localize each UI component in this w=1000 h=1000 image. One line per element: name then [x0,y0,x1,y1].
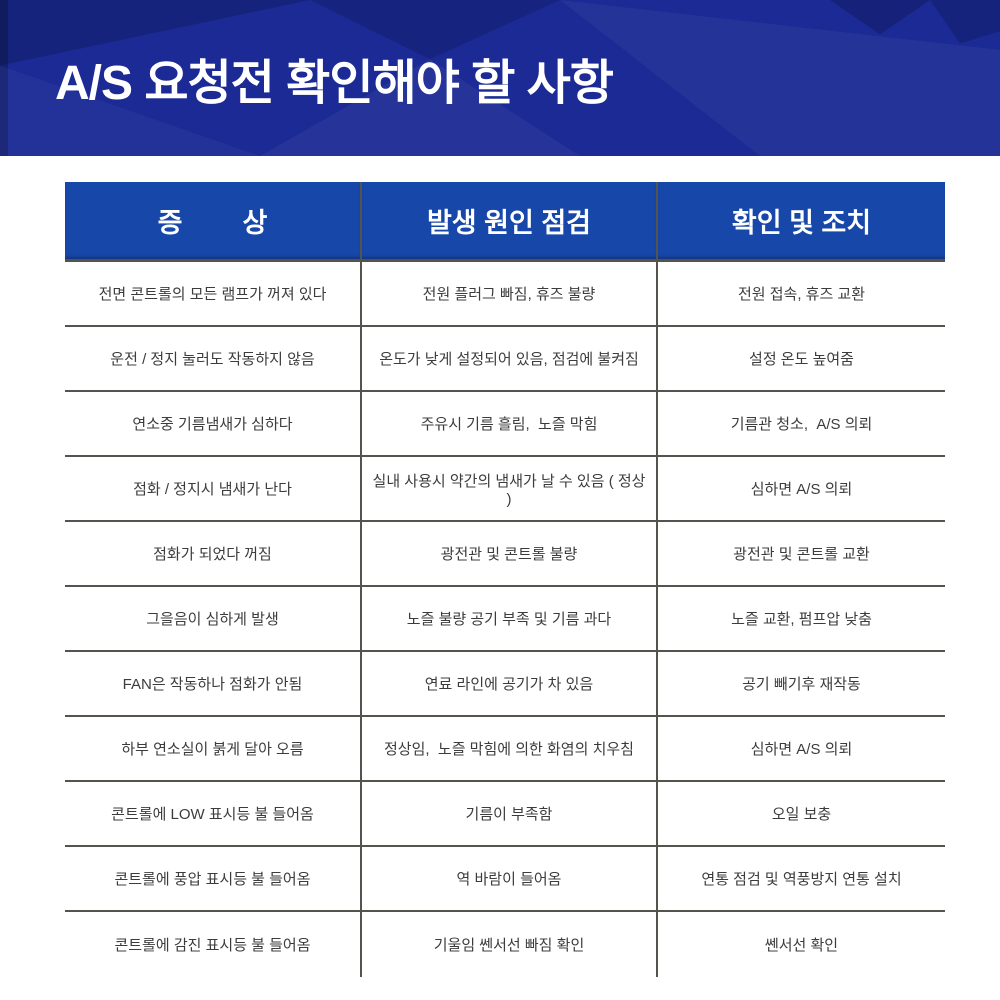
symptom-cell: 전면 콘트롤의 모든 램프가 꺼져 있다 [98,286,327,303]
cause-check-cell: 기름이 부족함 [360,782,658,845]
table-row: 콘트롤에 LOW 표시등 불 들어옴 기름이 부족함 오일 보충 [65,782,945,847]
table-row: 그을음이 심하게 발생 노즐 불량 공기 부족 및 기름 과다 노즐 교환, 펌… [65,587,945,652]
confirm-action-cell: 심하면 A/S 의뢰 [750,741,853,758]
cause-check-cell: 기울임 쎈서선 빠짐 확인 [360,912,658,977]
confirm-action-cell: 연통 점검 및 역풍방지 연통 설치 [701,871,902,888]
confirm-action-cell: 심하면 A/S 의뢰 [750,481,853,498]
table-row: 콘트롤에 풍압 표시등 불 들어옴 역 바람이 들어옴 연통 점검 및 역풍방지… [65,847,945,912]
cause-check-cell: 역 바람이 들어옴 [360,847,658,910]
banner-pattern-edge-strip [0,0,8,156]
symptom-cell: 연소중 기름냄새가 심하다 [132,416,293,433]
symptom-cell: 콘트롤에 LOW 표시등 불 들어옴 [111,806,314,823]
confirm-action-cell: 광전관 및 콘트롤 교환 [733,546,870,563]
confirm-action-cell: 오일 보충 [771,806,832,823]
column-header-cause-check: 발생 원인 점검 [360,182,658,259]
cause-check-cell: 정상임, 노즐 막힘에 의한 화염의 치우침 [360,717,658,780]
confirm-action-cell: 쎈서선 확인 [764,937,839,954]
confirm-action-cell: 전원 접속, 휴즈 교환 [737,286,866,303]
symptom-cell: 콘트롤에 감진 표시등 불 들어옴 [114,937,311,954]
symptom-cell: 점화가 되었다 꺼짐 [153,546,272,563]
symptom-cell: 점화 / 정지시 냄새가 난다 [133,481,292,498]
cause-check-cell: 광전관 및 콘트롤 불량 [360,522,658,585]
column-header-confirm-action: 확인 및 조치 [658,182,945,259]
as-check-table: 증 상 발생 원인 점검 확인 및 조치 전면 콘트롤의 모든 램프가 꺼져 있… [65,182,945,977]
confirm-action-cell: 기름관 청소, A/S 의뢰 [730,416,873,433]
cause-check-cell: 실내 사용시 약간의 냄새가 날 수 있음 ( 정상 ) [360,457,658,520]
cause-check-cell: 노즐 불량 공기 부족 및 기름 과다 [360,587,658,650]
table-row: 하부 연소실이 붉게 달아 오름 정상임, 노즐 막힘에 의한 화염의 치우침 … [65,717,945,782]
symptom-cell: 하부 연소실이 붉게 달아 오름 [121,741,304,758]
symptom-cell: 그을음이 심하게 발생 [146,611,279,628]
table-row: FAN은 작동하나 점화가 안됨 연료 라인에 공기가 차 있음 공기 빼기후 … [65,652,945,717]
cause-check-cell: 연료 라인에 공기가 차 있음 [360,652,658,715]
cause-check-cell: 주유시 기름 흘림, 노즐 막힘 [360,392,658,455]
table-row: 운전 / 정지 눌러도 작동하지 않음 온도가 낮게 설정되어 있음, 점검에 … [65,327,945,392]
table-row: 점화가 되었다 꺼짐 광전관 및 콘트롤 불량 광전관 및 콘트롤 교환 [65,522,945,587]
table-row: 연소중 기름냄새가 심하다 주유시 기름 흘림, 노즐 막힘 기름관 청소, A… [65,392,945,457]
table-row: 콘트롤에 감진 표시등 불 들어옴 기울임 쎈서선 빠짐 확인 쎈서선 확인 [65,912,945,977]
column-header-symptom: 증 상 [65,182,360,259]
table-row: 점화 / 정지시 냄새가 난다 실내 사용시 약간의 냄새가 날 수 있음 ( … [65,457,945,522]
confirm-action-cell: 공기 빼기후 재작동 [742,676,861,693]
table-body: 전면 콘트롤의 모든 램프가 꺼져 있다 전원 플러그 빠짐, 휴즈 불량 전원… [65,262,945,977]
cause-check-cell: 온도가 낮게 설정되어 있음, 점검에 불켜짐 [360,327,658,390]
symptom-cell: 콘트롤에 풍압 표시등 불 들어옴 [114,871,311,888]
title-banner: A/S 요청전 확인해야 할 사항 [0,0,1000,156]
confirm-action-cell: 노즐 교환, 펌프압 낮춤 [731,611,872,628]
page-title: A/S 요청전 확인해야 할 사항 [55,57,614,110]
table-header-row: 증 상 발생 원인 점검 확인 및 조치 [65,182,945,262]
cause-check-cell: 전원 플러그 빠짐, 휴즈 불량 [360,262,658,325]
symptom-cell: 운전 / 정지 눌러도 작동하지 않음 [110,351,315,368]
confirm-action-cell: 설정 온도 높여줌 [749,351,854,368]
table-row: 전면 콘트롤의 모든 램프가 꺼져 있다 전원 플러그 빠짐, 휴즈 불량 전원… [65,262,945,327]
symptom-cell: FAN은 작동하나 점화가 안됨 [122,676,303,693]
